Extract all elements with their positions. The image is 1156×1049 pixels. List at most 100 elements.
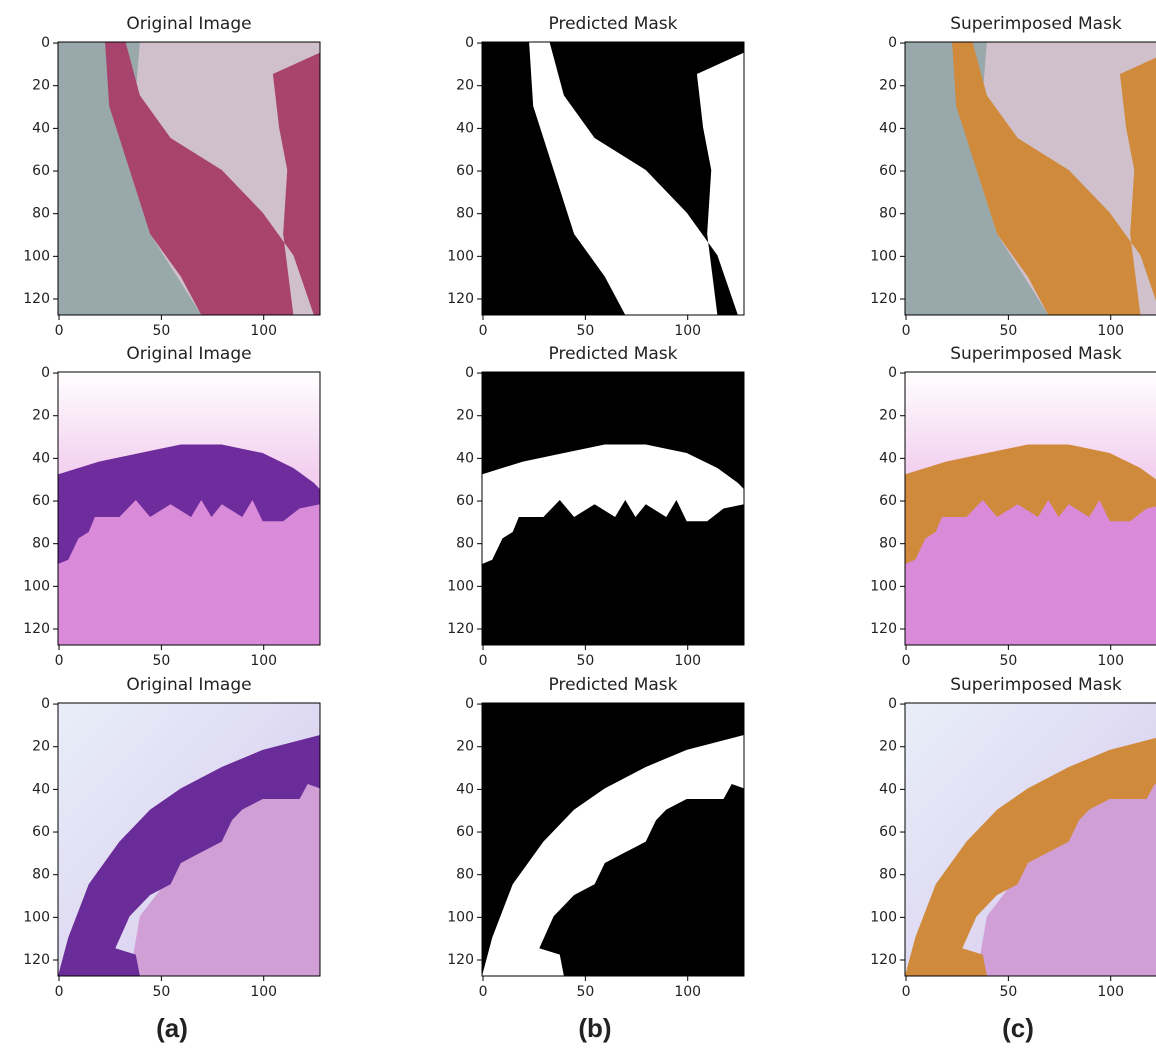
y-tick-label: 120	[447, 952, 474, 968]
x-tick-label: 100	[250, 653, 277, 669]
y-tick-label: 0	[41, 696, 50, 712]
image	[482, 703, 744, 976]
y-tick-label: 100	[23, 909, 50, 925]
y-tick-label: 120	[447, 621, 474, 637]
y-tick-label: 40	[879, 120, 897, 136]
x-tick-label: 0	[55, 323, 64, 339]
y-tick-label: 100	[447, 248, 474, 264]
x-tick-label: 100	[674, 323, 701, 339]
image	[905, 372, 1156, 645]
y-tick-label: 20	[879, 739, 897, 755]
column-label: (a)	[156, 1013, 188, 1043]
x-tick-label: 0	[902, 653, 911, 669]
image	[58, 372, 320, 645]
panel-title: Predicted Mask	[549, 675, 678, 695]
y-tick-label: 80	[879, 536, 897, 552]
page: Original Image 0 20 40 60 80 100 120 0 50 100 Predi…	[0, 0, 1156, 1049]
y-tick-label: 20	[456, 739, 474, 755]
y-tick-label: 20	[879, 408, 897, 424]
y-tick-label: 80	[456, 206, 474, 222]
y-tick-label: 80	[32, 536, 50, 552]
panel-title: Original Image	[126, 675, 251, 695]
y-tick-label: 120	[23, 291, 50, 307]
y-tick-label: 0	[888, 35, 897, 51]
x-tick-label: 50	[152, 323, 170, 339]
x-tick-label: 100	[1097, 323, 1124, 339]
y-tick-label: 0	[41, 35, 50, 51]
y-tick-label: 40	[456, 781, 474, 797]
y-tick-label: 0	[41, 365, 50, 381]
panel-title: Superimposed Mask	[950, 14, 1122, 34]
image	[482, 42, 744, 315]
tissue-lower	[905, 500, 1156, 645]
y-tick-label: 120	[870, 291, 897, 307]
panel-title: Superimposed Mask	[950, 344, 1122, 364]
y-tick-label: 100	[870, 909, 897, 925]
y-tick-label: 60	[32, 493, 50, 509]
image	[58, 703, 320, 976]
x-tick-label: 100	[1097, 653, 1124, 669]
x-tick-label: 100	[1097, 984, 1124, 1000]
y-tick-label: 20	[32, 78, 50, 94]
x-tick-label: 100	[674, 653, 701, 669]
image	[482, 372, 744, 645]
x-tick-label: 50	[576, 323, 594, 339]
x-tick-label: 50	[576, 653, 594, 669]
y-tick-label: 60	[456, 163, 474, 179]
panel: Original Image 0 20 40 60 80 100 120 0 50 100	[23, 344, 320, 669]
x-tick-label: 0	[479, 984, 488, 1000]
y-tick-label: 100	[447, 909, 474, 925]
panel-title: Superimposed Mask	[950, 675, 1122, 695]
x-tick-label: 50	[576, 984, 594, 1000]
column-label: (c)	[1002, 1013, 1034, 1043]
y-tick-label: 120	[23, 952, 50, 968]
y-tick-label: 100	[870, 248, 897, 264]
x-tick-label: 100	[250, 984, 277, 1000]
y-tick-label: 0	[888, 696, 897, 712]
y-tick-label: 100	[23, 578, 50, 594]
y-tick-label: 20	[32, 408, 50, 424]
image	[905, 42, 1156, 315]
y-tick-label: 60	[879, 824, 897, 840]
y-tick-label: 20	[32, 739, 50, 755]
x-tick-label: 0	[55, 653, 64, 669]
y-tick-label: 80	[32, 206, 50, 222]
y-tick-label: 100	[447, 578, 474, 594]
panel-title: Original Image	[126, 344, 251, 364]
y-tick-label: 40	[32, 120, 50, 136]
figure: Original Image 0 20 40 60 80 100 120 0 50 100 Predi…	[0, 0, 1156, 1049]
y-tick-label: 120	[447, 291, 474, 307]
x-tick-label: 0	[55, 984, 64, 1000]
x-tick-label: 50	[999, 323, 1017, 339]
x-tick-label: 50	[152, 653, 170, 669]
y-tick-label: 80	[456, 536, 474, 552]
y-tick-label: 60	[32, 163, 50, 179]
y-tick-label: 0	[888, 365, 897, 381]
column-label: (b)	[578, 1013, 611, 1043]
y-tick-label: 40	[32, 450, 50, 466]
y-tick-label: 120	[870, 952, 897, 968]
image	[905, 703, 1156, 976]
y-tick-label: 20	[456, 78, 474, 94]
y-tick-label: 0	[465, 35, 474, 51]
y-tick-label: 80	[456, 867, 474, 883]
y-tick-label: 120	[23, 621, 50, 637]
y-tick-label: 60	[879, 163, 897, 179]
x-tick-label: 50	[999, 984, 1017, 1000]
y-tick-label: 40	[879, 781, 897, 797]
x-tick-label: 100	[250, 323, 277, 339]
y-tick-label: 40	[456, 450, 474, 466]
y-tick-label: 60	[456, 824, 474, 840]
y-tick-label: 120	[870, 621, 897, 637]
y-tick-label: 80	[32, 867, 50, 883]
x-tick-label: 100	[674, 984, 701, 1000]
y-tick-label: 60	[32, 824, 50, 840]
y-tick-label: 40	[456, 120, 474, 136]
y-tick-label: 0	[465, 365, 474, 381]
